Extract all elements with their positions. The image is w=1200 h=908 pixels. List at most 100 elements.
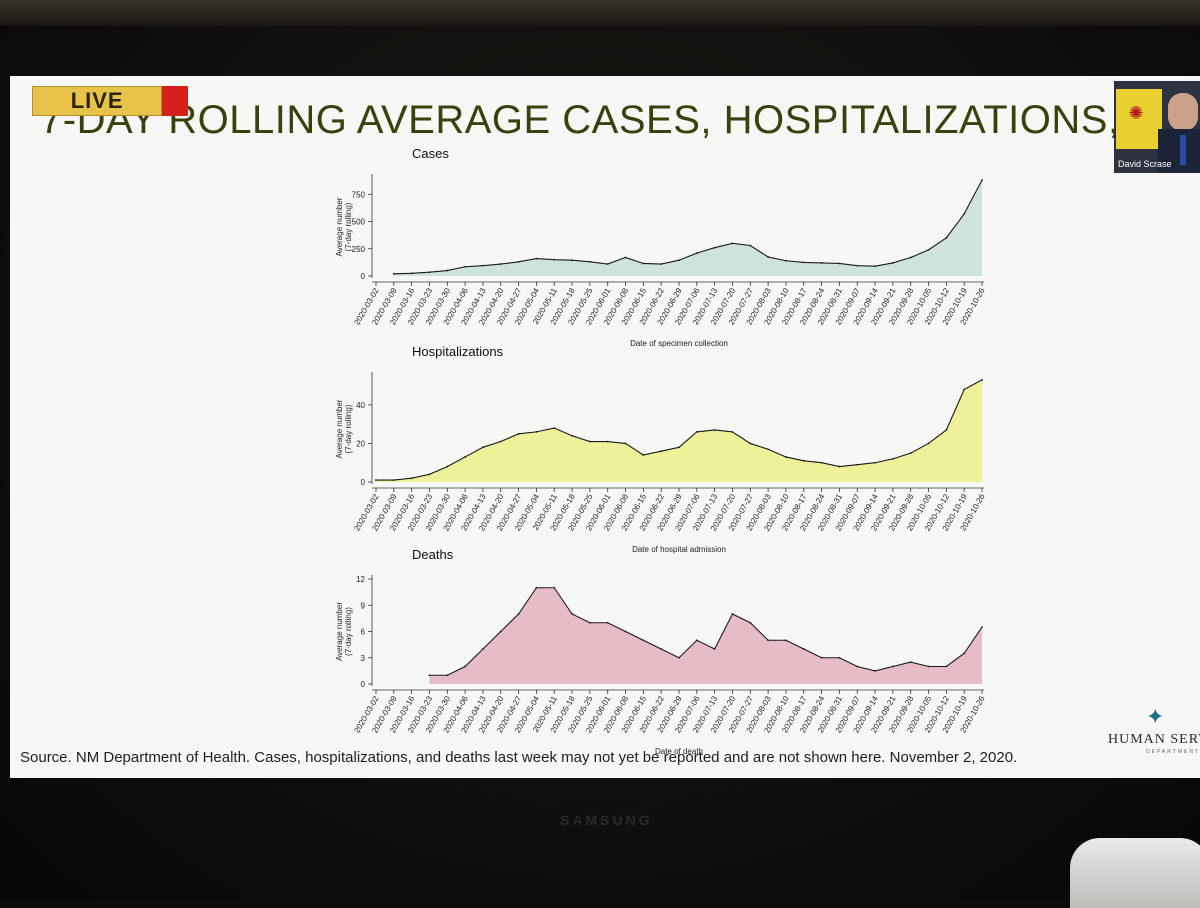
data-point — [891, 665, 894, 668]
data-point — [375, 479, 377, 481]
data-point — [446, 269, 449, 272]
y-tick-label: 0 — [361, 680, 366, 689]
data-point — [785, 456, 787, 458]
data-point — [482, 648, 484, 650]
data-point — [749, 621, 752, 624]
y-axis-label: Average number(7-day rolling) — [335, 602, 353, 661]
data-point — [820, 656, 823, 659]
data-point — [535, 257, 538, 260]
data-point — [428, 271, 431, 274]
data-point — [838, 465, 841, 468]
data-point — [767, 639, 770, 642]
data-point — [820, 461, 823, 464]
data-point — [802, 261, 805, 264]
data-point — [981, 179, 983, 182]
data-point — [785, 259, 787, 262]
y-tick-label: 250 — [352, 245, 366, 254]
data-point — [785, 639, 787, 642]
data-point — [731, 242, 734, 245]
slide-screen: 7-DAY ROLLING AVERAGE CASES, HOSPITALIZA… — [10, 76, 1200, 778]
charts-canvas: Cases Average number(7-day rolling) 0 250 50… — [335, 146, 987, 756]
data-point — [802, 648, 805, 650]
area-fill — [376, 379, 982, 482]
data-point — [927, 665, 930, 668]
data-point — [606, 440, 609, 443]
data-point — [838, 262, 841, 265]
y-tick-label: 500 — [352, 218, 366, 227]
hsd-logo: ✦ HUMAN SERV DEPARTMENT — [1102, 702, 1200, 762]
chart-title: Hospitalizations — [412, 344, 504, 359]
data-point — [856, 264, 859, 267]
source-note: Source. NM Department of Health. Cases, … — [20, 749, 1018, 766]
data-point — [856, 463, 859, 466]
data-point — [820, 262, 823, 264]
presenter-tie — [1180, 135, 1186, 165]
area-fill — [393, 180, 983, 276]
chart-title: Cases — [412, 146, 449, 161]
data-point — [802, 459, 805, 462]
data-point — [660, 648, 663, 650]
data-point — [606, 621, 609, 624]
y-tick-label: 0 — [361, 478, 366, 487]
data-point — [624, 630, 627, 633]
data-point — [963, 652, 966, 655]
data-point — [624, 442, 627, 445]
data-point — [588, 621, 591, 624]
data-point — [891, 262, 894, 264]
live-badge: LIVE — [32, 86, 188, 116]
data-point — [517, 432, 520, 435]
data-point — [642, 639, 645, 642]
presenter-video[interactable]: ✺ David Scrase — [1114, 81, 1200, 173]
remote-control — [1070, 838, 1200, 908]
data-point — [624, 256, 627, 259]
presenter-head — [1168, 93, 1198, 131]
data-point — [713, 648, 716, 650]
data-point — [909, 661, 912, 664]
data-point — [945, 665, 948, 668]
data-point — [392, 272, 395, 275]
data-point — [571, 434, 573, 437]
data-point — [749, 244, 752, 247]
data-point — [553, 427, 556, 429]
data-point — [731, 430, 734, 433]
data-point — [553, 258, 556, 261]
data-point — [482, 264, 484, 267]
data-point — [446, 465, 449, 468]
data-point — [981, 378, 983, 381]
data-point — [410, 477, 413, 480]
presenter-name: David Scrase — [1118, 159, 1172, 169]
y-axis-label: Average number(7-day rolling) — [335, 197, 353, 256]
zia-sun-icon: ✺ — [1128, 103, 1144, 123]
data-point — [482, 446, 484, 449]
data-point — [535, 586, 538, 589]
data-point — [874, 265, 876, 268]
logo-subtext: DEPARTMENT — [1146, 749, 1200, 755]
data-point — [571, 259, 573, 262]
data-point — [660, 263, 663, 265]
wall — [0, 0, 1200, 26]
y-tick-label: 750 — [352, 190, 366, 199]
y-tick-label: 40 — [356, 401, 365, 410]
data-point — [874, 669, 876, 672]
data-point — [588, 260, 591, 263]
data-point — [392, 479, 395, 481]
data-point — [678, 656, 680, 659]
data-point — [410, 272, 413, 275]
data-point — [517, 260, 520, 263]
data-point — [767, 256, 770, 258]
data-point — [856, 665, 859, 668]
data-point — [695, 639, 698, 642]
data-point — [499, 630, 502, 633]
data-point — [963, 213, 966, 215]
data-point — [767, 448, 770, 451]
data-point — [464, 456, 467, 458]
x-axis-label: Date of specimen collection — [630, 339, 728, 348]
y-tick-label: 20 — [356, 439, 365, 448]
slide-title-text: 7-DAY ROLLING AVERAGE CASES, HOSPITALIZA… — [40, 98, 1200, 142]
data-point — [464, 665, 467, 668]
data-point — [909, 256, 912, 259]
data-point — [499, 440, 502, 443]
presenter-suit — [1158, 129, 1200, 173]
y-tick-label: 12 — [356, 575, 365, 584]
data-point — [713, 246, 716, 249]
